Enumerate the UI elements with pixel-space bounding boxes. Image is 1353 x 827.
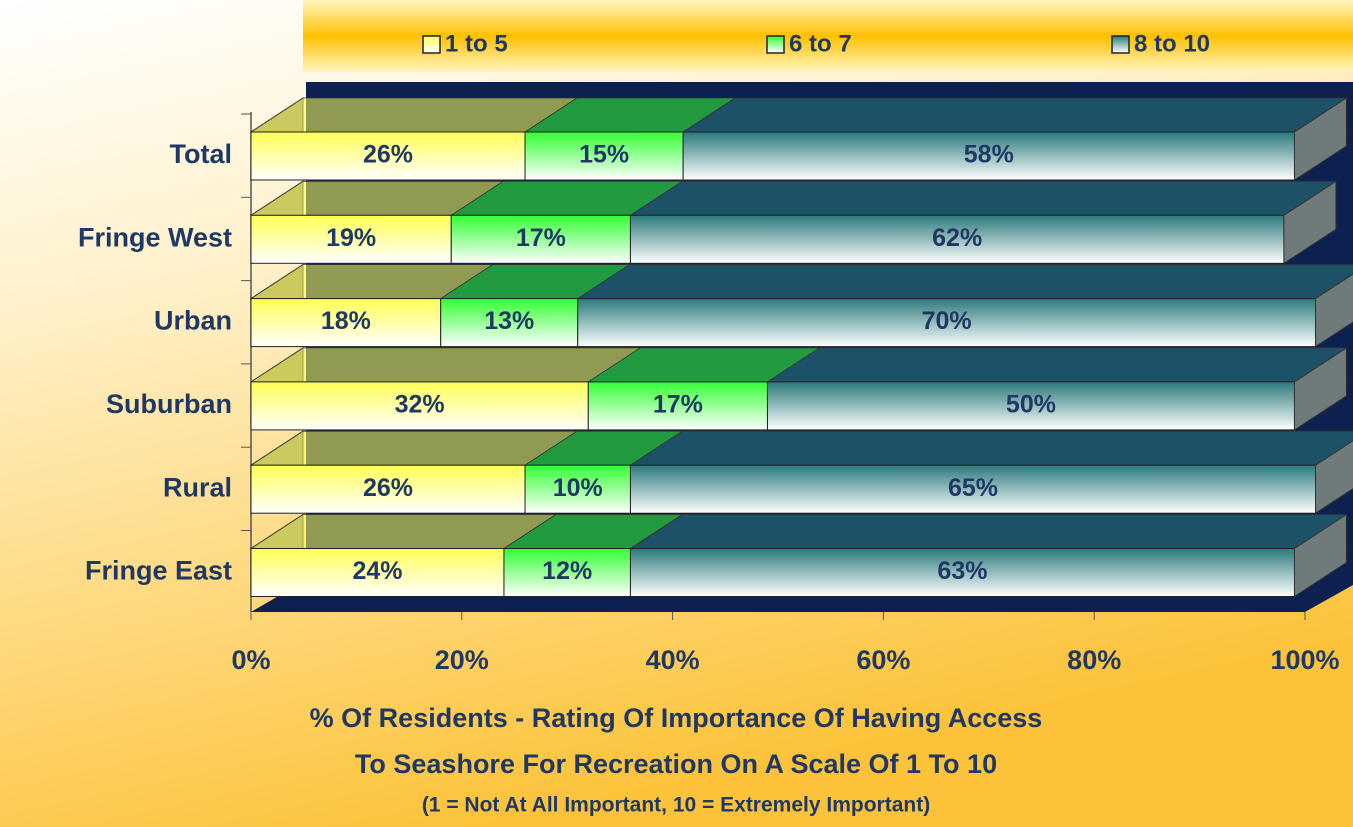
x-tick-label: 0% — [231, 645, 270, 675]
value-label: 63% — [937, 557, 987, 585]
y-tick-label: Fringe West — [78, 222, 232, 252]
bar-side — [1293, 513, 1347, 598]
bar-top — [629, 430, 1353, 466]
value-label: 26% — [363, 474, 413, 502]
bar — [503, 548, 631, 597]
legend-swatch — [422, 35, 441, 54]
x-tick-label: 100% — [1270, 645, 1339, 675]
bar — [682, 131, 1295, 181]
bar — [250, 381, 589, 431]
value-label: 10% — [553, 474, 603, 502]
bar — [450, 214, 631, 264]
value-label: 13% — [484, 307, 534, 335]
bar-top — [629, 180, 1338, 216]
legend-label: 8 to 10 — [1134, 30, 1210, 57]
bar-top — [249, 514, 558, 549]
bar-side — [1315, 440, 1353, 515]
value-label: 17% — [653, 391, 703, 419]
value-label: 12% — [542, 557, 592, 585]
legend-label: 1 to 5 — [445, 30, 508, 57]
bar-top — [681, 97, 1348, 133]
bar — [250, 298, 442, 348]
bar-top — [249, 430, 579, 466]
value-label: 50% — [1006, 391, 1056, 419]
bar — [250, 214, 452, 264]
x-tick-label: 80% — [1067, 645, 1121, 675]
bar-top — [576, 264, 1353, 300]
bar-side — [1315, 273, 1353, 348]
bar — [766, 381, 1295, 431]
legend-swatch — [766, 35, 785, 54]
bar — [440, 298, 579, 348]
bar — [629, 214, 1285, 264]
bar-side — [1293, 346, 1347, 431]
y-tick-label: Urban — [154, 306, 232, 336]
x-axis-note: (1 = Not At All Important, 10 = Extremel… — [422, 794, 930, 817]
bar-top — [766, 347, 1348, 383]
x-axis-label: % Of Residents - Rating Of Importance Of… — [310, 703, 1043, 733]
legend-band — [303, 0, 1353, 72]
bar — [629, 548, 1295, 597]
value-label: 62% — [932, 224, 982, 252]
value-label: 15% — [579, 141, 629, 169]
x-axis-label: To Seashore For Recreation On A Scale Of… — [355, 749, 997, 779]
value-label: 19% — [326, 224, 376, 252]
value-label: 32% — [395, 391, 445, 419]
y-tick-label: Suburban — [106, 389, 232, 419]
y-tick-label: Rural — [163, 472, 232, 502]
bar — [250, 464, 526, 514]
bar-top — [249, 347, 642, 383]
bar-side — [1283, 180, 1337, 265]
bar — [250, 131, 526, 181]
value-label: 24% — [352, 557, 402, 585]
bar-side — [1293, 97, 1347, 181]
value-label: 17% — [516, 224, 566, 252]
y-tick-label: Total — [170, 139, 233, 169]
x-tick-label: 40% — [646, 645, 700, 675]
y-tick-label: Fringe East — [85, 556, 232, 586]
bar — [524, 464, 631, 514]
bar-top — [249, 97, 579, 133]
value-label: 58% — [964, 141, 1014, 169]
bar — [587, 381, 768, 431]
x-tick-label: 20% — [435, 645, 489, 675]
legend-label: 6 to 7 — [789, 30, 852, 57]
legend-swatch — [1111, 35, 1130, 54]
bar — [577, 298, 1317, 348]
bar — [524, 131, 684, 181]
value-label: 70% — [922, 307, 972, 335]
value-label: 65% — [948, 474, 998, 502]
bar-top — [629, 514, 1348, 549]
x-tick-label: 60% — [856, 645, 910, 675]
value-label: 26% — [363, 141, 413, 169]
value-label: 18% — [321, 307, 371, 335]
bar — [629, 464, 1317, 514]
